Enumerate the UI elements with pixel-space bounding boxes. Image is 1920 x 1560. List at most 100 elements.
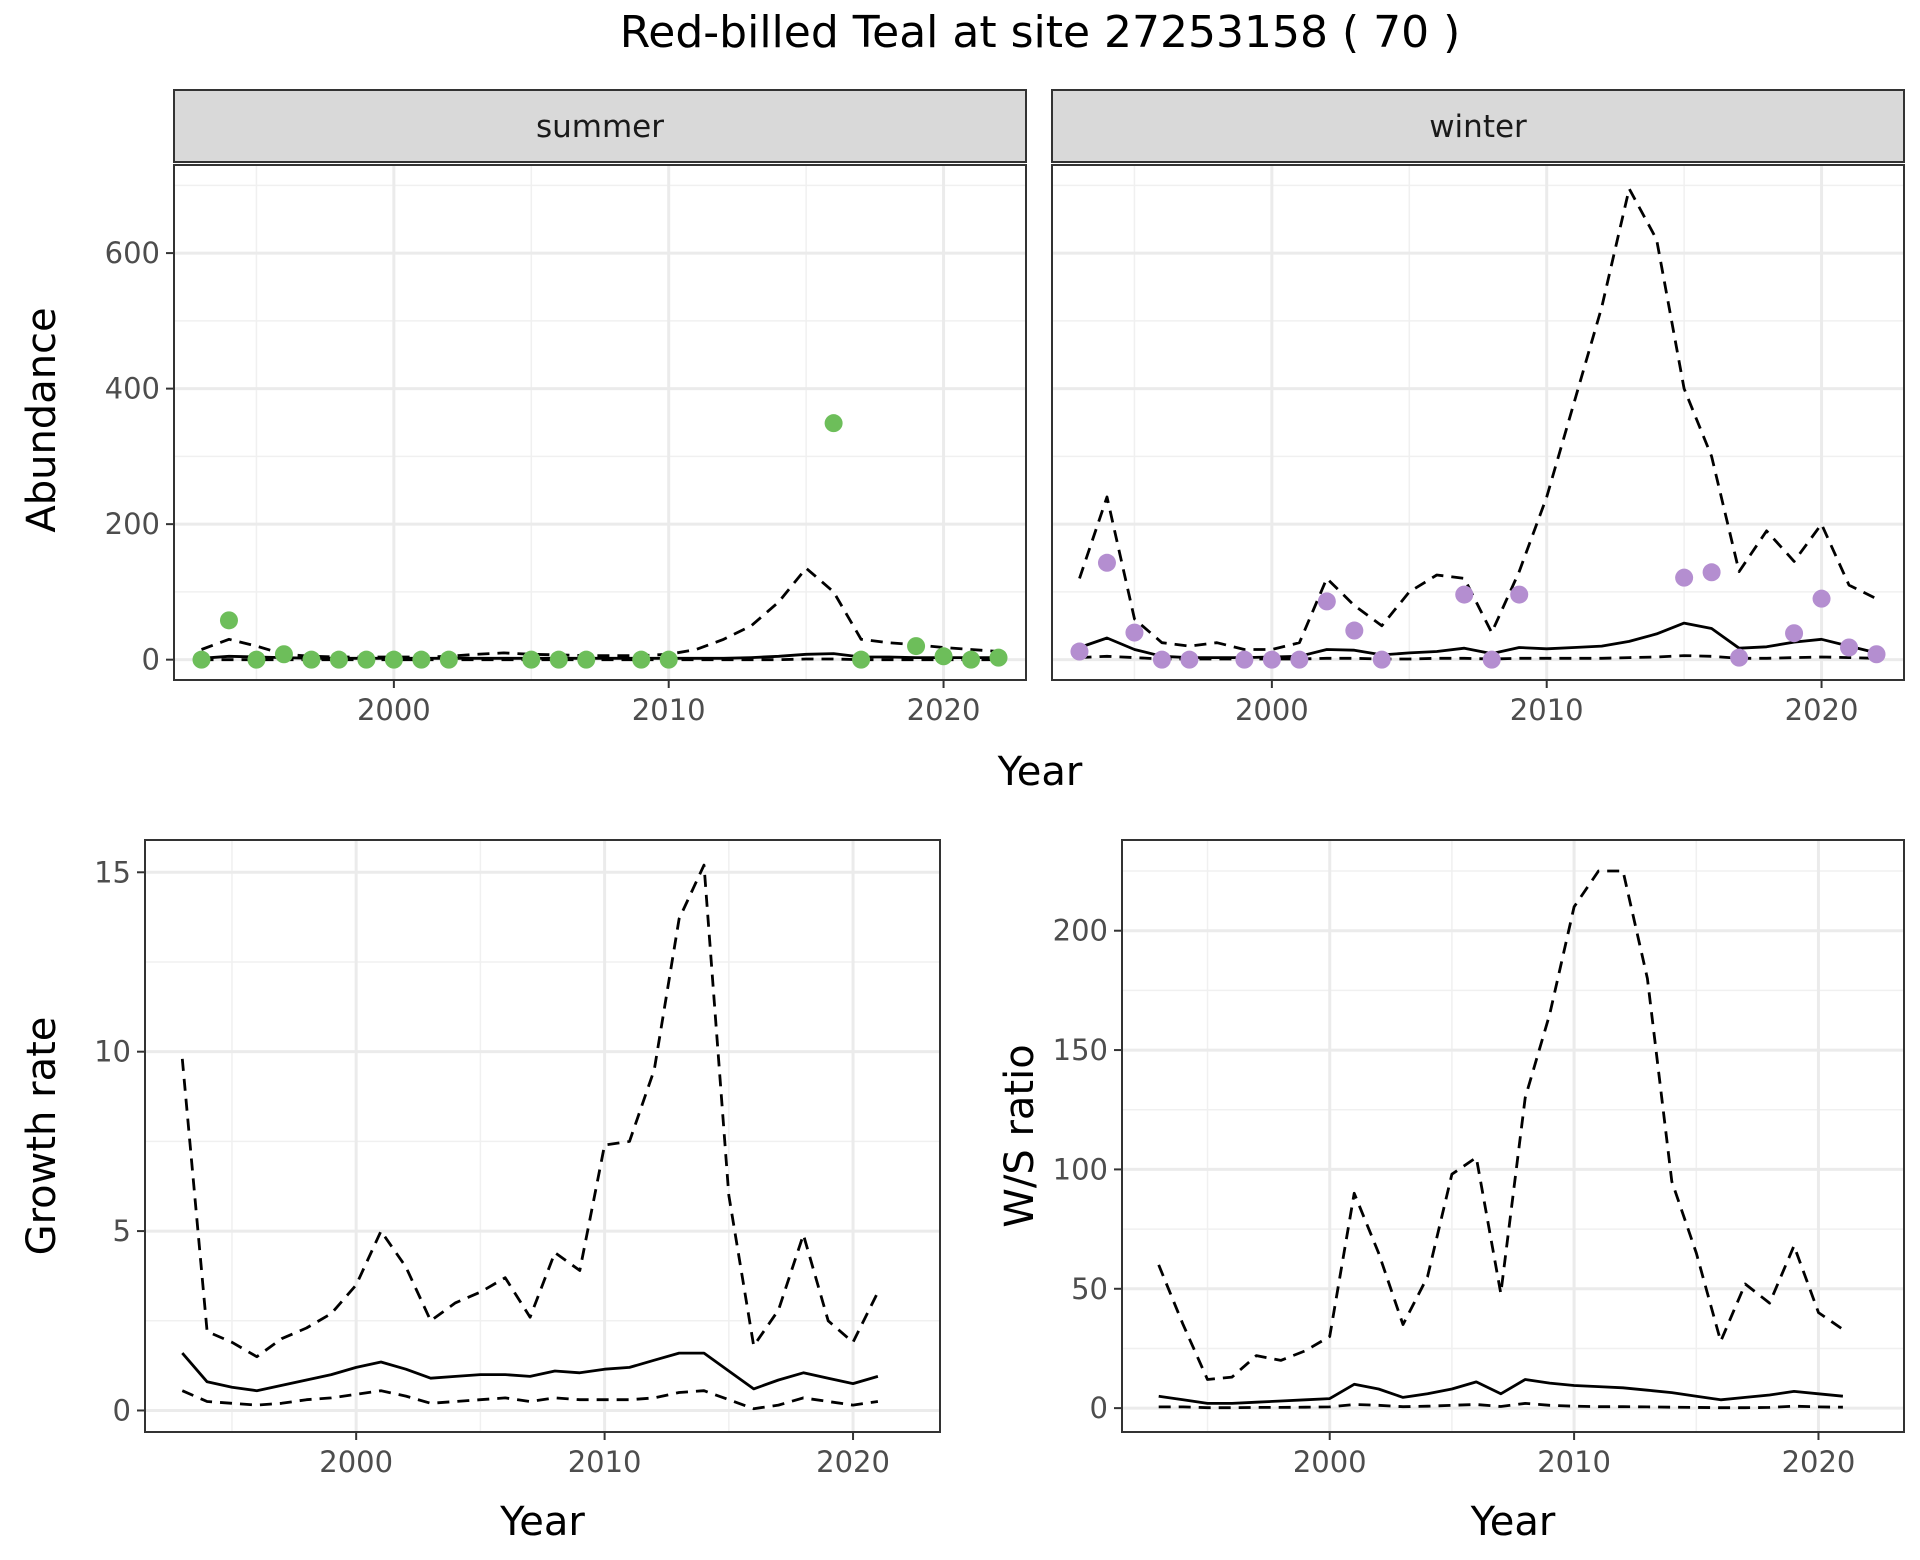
- data-point: [357, 650, 376, 669]
- plot-area: [1122, 840, 1904, 1432]
- data-point: [989, 648, 1008, 667]
- data-point: [962, 650, 981, 669]
- panel-border: [1051, 164, 1905, 681]
- data-point: [1317, 592, 1336, 611]
- panel-0: summer 2000 2010 2020 0 200 400 600 Abundance: [19, 89, 1027, 727]
- panel-border: [1121, 839, 1905, 1433]
- x-tick-label: 2010: [1537, 1445, 1611, 1479]
- data-point: [384, 650, 403, 669]
- series-line-0: [181, 1351, 879, 1393]
- panel-2: 2000 2010 2020 0 5 10 15 Growth rate Year: [19, 839, 941, 1545]
- data-point: [1290, 650, 1309, 669]
- y-tick-label: 10: [94, 1035, 131, 1069]
- y-tick-label: 0: [1090, 1391, 1108, 1425]
- data-point: [1152, 650, 1171, 669]
- data-point: [1840, 638, 1859, 657]
- data-point: [1785, 624, 1804, 643]
- y-tick-label: 600: [105, 236, 160, 270]
- data-point: [522, 650, 541, 669]
- data-point: [1812, 589, 1831, 608]
- data-point: [1455, 585, 1474, 604]
- data-point: [852, 650, 871, 669]
- data-point: [329, 650, 348, 669]
- x-tick-label: 2010: [568, 1445, 642, 1479]
- y-tick-label: 200: [105, 507, 160, 541]
- data-point: [1482, 650, 1501, 669]
- data-point: [412, 650, 431, 669]
- y-tick-label: 5: [113, 1214, 131, 1248]
- shared-x-axis-label: Year: [997, 749, 1083, 795]
- data-point: [1070, 642, 1089, 661]
- data-point: [659, 650, 678, 669]
- data-point: [1235, 650, 1254, 669]
- data-point: [549, 650, 568, 669]
- series-line-1: [201, 566, 999, 659]
- y-tick-label: 150: [1053, 1033, 1108, 1067]
- x-tick-label: 2010: [632, 693, 706, 727]
- data-point: [1510, 585, 1529, 604]
- data-point: [1097, 553, 1116, 572]
- data-point: [439, 650, 458, 669]
- series-line-1: [180, 863, 880, 1359]
- series-line-0: [1158, 1378, 1844, 1405]
- panel-1: winter 2000 2010 2020: [1051, 89, 1905, 727]
- data-point: [1180, 650, 1199, 669]
- series-line-2: [1158, 1402, 1843, 1410]
- x-tick-label: 2000: [357, 693, 431, 727]
- panel-border: [173, 164, 1027, 681]
- series-line-1: [1078, 187, 1878, 651]
- data-point: [1702, 563, 1721, 582]
- data-point: [1372, 650, 1391, 669]
- plot-area: [1052, 165, 1904, 680]
- y-axis-label: Growth rate: [19, 1017, 65, 1256]
- plot-area: [174, 165, 1026, 680]
- facet-strip: [1051, 89, 1905, 163]
- y-tick-label: 50: [1071, 1272, 1108, 1306]
- facet-strip: [173, 89, 1027, 163]
- y-tick-label: 0: [142, 643, 160, 677]
- x-tick-label: 2020: [1782, 1445, 1856, 1479]
- panel-border: [144, 839, 941, 1433]
- data-point: [934, 647, 953, 666]
- data-point: [247, 650, 266, 669]
- y-tick-label: 15: [94, 855, 131, 889]
- data-point: [1345, 621, 1364, 640]
- x-tick-label: 2020: [907, 693, 981, 727]
- x-tick-label: 2000: [1293, 1445, 1367, 1479]
- x-tick-label: 2000: [1235, 693, 1309, 727]
- x-tick-label: 2010: [1510, 693, 1584, 727]
- y-tick-label: 0: [113, 1393, 131, 1427]
- data-point: [274, 645, 293, 664]
- data-point: [907, 637, 926, 656]
- data-point: [1675, 568, 1694, 587]
- y-tick-label: 400: [105, 372, 160, 406]
- x-axis-label: Year: [1470, 1499, 1556, 1545]
- data-point: [192, 650, 211, 669]
- y-tick-label: 100: [1053, 1152, 1108, 1186]
- y-axis-label: Abundance: [19, 307, 65, 532]
- data-point: [1867, 645, 1886, 664]
- data-point: [632, 650, 651, 669]
- data-point: [219, 611, 238, 630]
- data-point: [1262, 650, 1281, 669]
- x-tick-label: 2000: [319, 1445, 393, 1479]
- data-point: [302, 650, 321, 669]
- x-tick-label: 2020: [1785, 693, 1859, 727]
- data-point: [824, 414, 843, 433]
- x-tick-label: 2020: [816, 1445, 890, 1479]
- series-line-0: [1079, 621, 1877, 659]
- panel-3: 2000 2010 2020 0 50 100 150 200 W/S ratio Year: [997, 839, 1905, 1545]
- x-axis-label: Year: [499, 1499, 585, 1545]
- data-point: [1125, 623, 1144, 642]
- y-tick-label: 200: [1053, 914, 1108, 948]
- series-line-2: [181, 1389, 879, 1411]
- y-axis-label: W/S ratio: [997, 1044, 1043, 1227]
- plot-area: [145, 840, 940, 1432]
- data-point: [577, 650, 596, 669]
- data-point: [1730, 648, 1749, 667]
- facet-strip-label: summer: [536, 109, 664, 145]
- facet-strip-label: winter: [1429, 109, 1527, 145]
- figure-title: Red-billed Teal at site 27253158 ( 70 ): [620, 7, 1461, 58]
